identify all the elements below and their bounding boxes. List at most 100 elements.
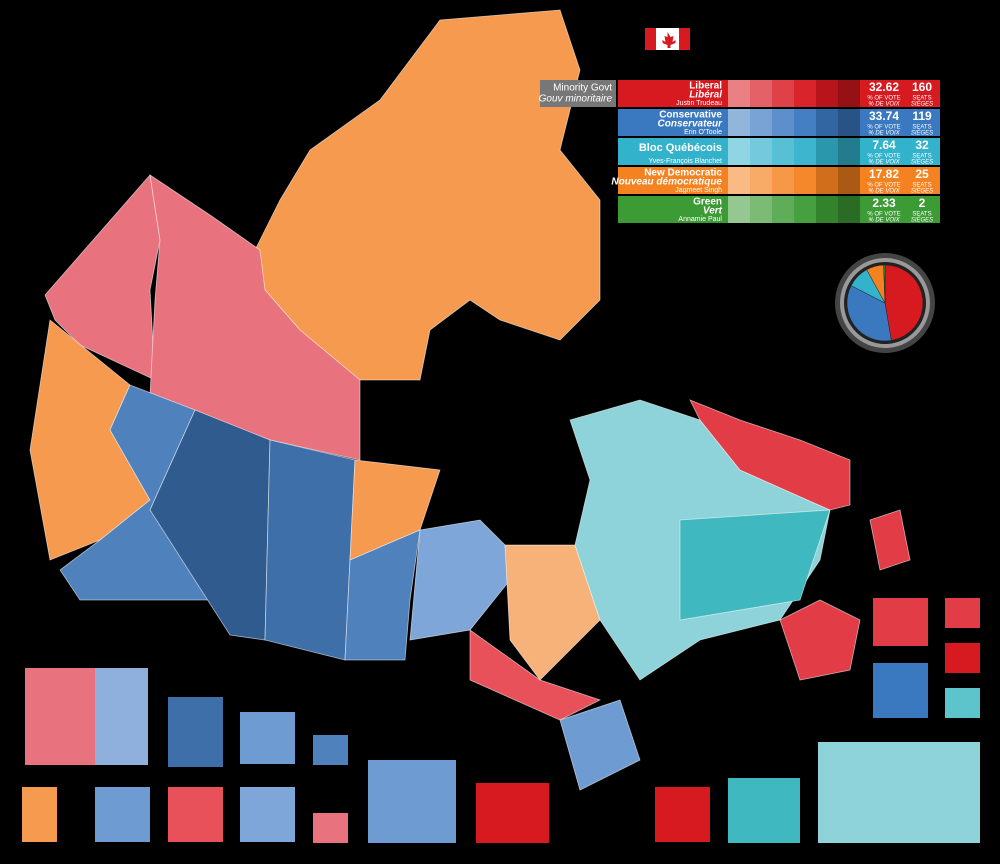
shade-cell (750, 109, 772, 136)
inset-calgary (168, 697, 223, 767)
shade-light (794, 109, 816, 136)
vote-value: 17.82 (869, 167, 899, 181)
inset-moncton (873, 598, 928, 646)
northwest-territories (149, 174, 361, 461)
vote-value: 32.62 (869, 80, 899, 94)
shade-light (772, 167, 794, 194)
shade-cell (728, 167, 750, 194)
shade-cell (838, 80, 860, 107)
party-name-fr: Libéral (689, 90, 722, 101)
government-label-fr: Gouv minoritaire (539, 94, 613, 105)
shade-dark (816, 196, 838, 223)
maple-leaf (662, 32, 676, 48)
seats-label: SEATS (912, 96, 931, 102)
seats-label-fr: SIÈGES (911, 217, 933, 224)
party-leader: Jagmeet Singh (675, 187, 722, 194)
seats-label-fr: SIÈGES (911, 101, 933, 108)
seats-value: 2 (919, 196, 926, 210)
vote-label: % OF VOTE (867, 96, 900, 102)
flag-bar (679, 28, 690, 50)
shade-light (772, 80, 794, 107)
party-name: Green (693, 197, 722, 208)
shade-cell (838, 167, 860, 194)
shade-dark (816, 167, 838, 194)
party-leader: Annamie Paul (678, 216, 722, 223)
maritimes (779, 599, 861, 681)
labrador (689, 399, 851, 511)
shade-light (750, 167, 772, 194)
shade-light (772, 109, 794, 136)
shade-cell (838, 196, 860, 223)
shade-cell (772, 167, 794, 194)
vote-value: 2.33 (872, 196, 896, 210)
party-name: Conservative (659, 110, 722, 121)
shade-light (728, 109, 750, 136)
ontario-central (469, 629, 602, 721)
party-name-fr: Nouveau démocratique (611, 177, 722, 188)
shade-light (794, 196, 816, 223)
shade-dark (816, 80, 838, 107)
shade-light (772, 196, 794, 223)
seats-value: 32 (915, 138, 929, 152)
shade-dark (838, 109, 860, 136)
shade-cell (838, 138, 860, 165)
shade-cell (838, 109, 860, 136)
alberta (149, 409, 271, 641)
government-label: Minority Govt (553, 83, 612, 94)
seats-label: SEATS (912, 125, 931, 131)
vote-label: % OF VOTE (867, 154, 900, 160)
shade-cell (750, 167, 772, 194)
shade-dark (838, 167, 860, 194)
inset-quebec-city (728, 778, 800, 843)
seats-label: SEATS (912, 183, 931, 189)
inset-stjohns (945, 598, 980, 628)
inset-windsor (313, 813, 348, 843)
shade-cell (728, 138, 750, 165)
shade-light (772, 138, 794, 165)
inset-part (95, 668, 148, 765)
ontario-south (559, 699, 641, 791)
party-leader: Yves-François Blanchet (648, 158, 722, 165)
inset-victoria (22, 787, 57, 842)
vote-label: % OF VOTE (867, 183, 900, 189)
shade-cell (750, 80, 772, 107)
inset-montreal (818, 742, 980, 843)
shade-light (750, 138, 772, 165)
shade-cell (772, 109, 794, 136)
vote-label-fr: % DE VOIX (868, 160, 900, 166)
party-name: Bloc Québécois (639, 142, 722, 154)
seats-label-fr: SIÈGES (911, 130, 933, 137)
inset-ottawa (368, 760, 456, 843)
party-leader: Erin O'Toole (684, 129, 722, 136)
shade-light (728, 138, 750, 165)
ontario-north (504, 544, 601, 681)
shade-dark (838, 196, 860, 223)
government-bg (540, 80, 616, 107)
shade-cell (794, 138, 816, 165)
seats-label-fr: SIÈGES (911, 188, 933, 195)
vote-label-fr: % DE VOIX (868, 102, 900, 108)
flag-bar (645, 28, 656, 50)
seat-pie (835, 253, 935, 353)
shade-light (794, 167, 816, 194)
seats-label: SEATS (912, 212, 931, 218)
flag (645, 28, 690, 50)
party-leader: Justin Trudeau (676, 100, 722, 107)
inset-saint-john (945, 643, 980, 673)
pie-wedge (846, 285, 892, 342)
shade-dark (816, 138, 838, 165)
party-name: Liberal (689, 81, 722, 92)
seats-value: 160 (912, 80, 932, 94)
vote-label-fr: % DE VOIX (868, 218, 900, 224)
inset-regina (313, 735, 348, 765)
provinces (29, 9, 911, 791)
shade-cell (816, 196, 838, 223)
seats-label: SEATS (912, 154, 931, 160)
newfoundland (869, 509, 911, 571)
shade-light (728, 167, 750, 194)
shade-light (794, 138, 816, 165)
vote-label: % OF VOTE (867, 125, 900, 131)
shade-cell (750, 138, 772, 165)
seats-label-fr: SIÈGES (911, 159, 933, 166)
